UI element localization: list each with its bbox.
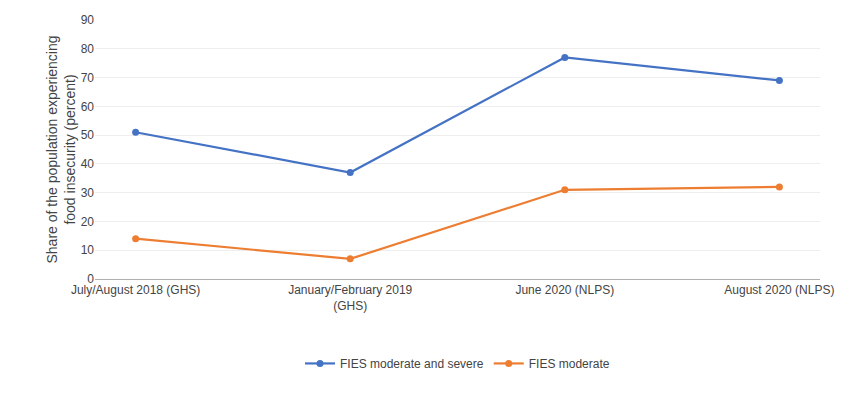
svg-text:FIES moderate and severe: FIES moderate and severe (340, 357, 484, 371)
svg-text:20: 20 (81, 215, 95, 229)
svg-text:0: 0 (87, 272, 94, 286)
svg-text:Share of the population experi: Share of the population experiencingfood… (44, 35, 78, 263)
svg-text:FIES moderate: FIES moderate (529, 357, 610, 371)
svg-text:January/February 2019(GHS): January/February 2019(GHS) (288, 283, 412, 313)
svg-text:90: 90 (81, 13, 95, 27)
svg-text:30: 30 (81, 186, 95, 200)
svg-text:June 2020 (NLPS): June 2020 (NLPS) (515, 283, 614, 297)
svg-text:80: 80 (81, 42, 95, 56)
svg-text:70: 70 (81, 71, 95, 85)
svg-text:40: 40 (81, 157, 95, 171)
svg-text:60: 60 (81, 100, 95, 114)
svg-text:July/August 2018 (GHS): July/August 2018 (GHS) (71, 283, 200, 297)
svg-text:10: 10 (81, 243, 95, 257)
svg-text:August 2020 (NLPS): August 2020 (NLPS) (724, 283, 834, 297)
svg-text:50: 50 (81, 128, 95, 142)
